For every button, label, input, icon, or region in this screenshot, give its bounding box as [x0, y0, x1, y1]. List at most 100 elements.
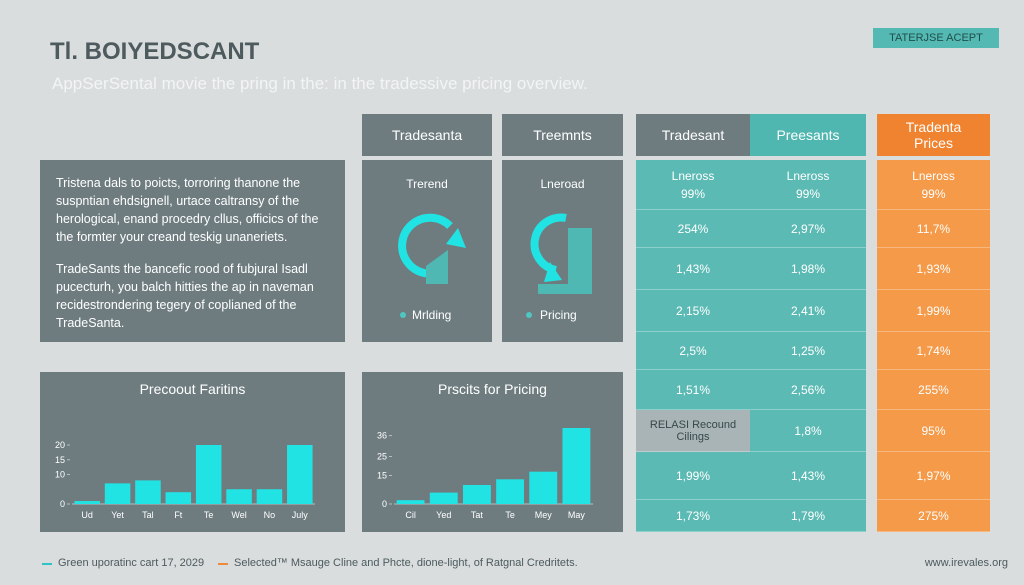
bar [287, 445, 313, 504]
cell-value: 2,5% [679, 343, 707, 358]
y-tick-label: 0 [382, 499, 387, 509]
row-label: Lneross [912, 168, 955, 183]
row-label: Lneross [786, 168, 830, 183]
table-column [750, 160, 866, 532]
y-tick-label: 36 [377, 431, 387, 441]
page-title: Tl. BOIYEDSCANT [50, 38, 260, 65]
table-cell: 1,51% [636, 370, 750, 410]
footer-link[interactable]: www.irevales.org [924, 557, 1008, 569]
table-column [636, 160, 750, 532]
legend-text: Mrlding [412, 308, 452, 322]
x-tick-label: Cil [405, 510, 416, 520]
cell-value: 2,15% [675, 303, 711, 318]
bar [396, 500, 425, 504]
x-tick-label: Yed [436, 510, 451, 520]
cell-value: 1,79% [790, 508, 826, 523]
y-tick-label: 15 [55, 455, 65, 465]
icon-block [568, 228, 592, 294]
cell-value: RELASI Recound Cilings [649, 418, 737, 443]
x-tick-label: Te [204, 510, 214, 520]
table-cell: 2,97% [750, 210, 866, 248]
table-cell: 1,74% [877, 332, 990, 370]
table-cell: 2,41% [750, 290, 866, 332]
accept-button[interactable]: TATERJSE ACEPT [873, 28, 999, 48]
intro-paragraph: Tristena dals to poicts, torroring thano… [56, 176, 319, 244]
cell-value: 1,98% [790, 261, 826, 276]
bar [74, 501, 100, 504]
cell-value: 99% [795, 186, 821, 201]
panel-header: Treemnts [502, 114, 623, 156]
table-cell: 1,79% [750, 500, 866, 532]
icon-arrow [446, 228, 466, 248]
bar [135, 480, 161, 504]
chart-panel: Prscits for Pricing 0 15 25 36 Cil Yed Tat Te Mey… [362, 372, 623, 532]
table-cell: 2,56% [750, 370, 866, 410]
chart-title: Precoout Faritins [140, 381, 246, 397]
cell-value: 275% [918, 508, 949, 523]
x-tick-label: May [568, 510, 586, 520]
y-tick-label: 20 [55, 440, 65, 450]
table-cell: 2,15% [636, 290, 750, 332]
y-tick-label: 0 [60, 499, 65, 509]
table-cell: Lneross 99% [877, 160, 990, 210]
y-tick-label: 10 [55, 470, 65, 480]
icon-arc [530, 213, 567, 274]
cell-value: 2,41% [790, 303, 826, 318]
x-tick-label: Yet [111, 510, 124, 520]
cycle-icon [530, 213, 592, 294]
table-cell: 1,93% [877, 248, 990, 290]
table-cell: Lneross 99% [750, 160, 866, 210]
cell-value: 99% [921, 186, 946, 201]
legend-swatch [42, 563, 52, 565]
table-header: Tradenta Prices [877, 114, 990, 156]
legend-dot [400, 312, 406, 318]
y-tick-label: 25 [377, 452, 387, 462]
x-tick-label: No [264, 510, 276, 520]
table-header: Tradesant [636, 114, 750, 156]
bar-chart: Prscits for Pricing 0 15 25 36 Cil Yed Tat Te Mey… [377, 381, 593, 520]
cell-value: 1,99% [675, 468, 711, 483]
cell-value: 11,7% [916, 221, 951, 236]
x-tick-label: Te [505, 510, 515, 520]
bar [529, 471, 558, 504]
cell-value: 1,25% [790, 343, 826, 358]
cell-value: 2,56% [790, 382, 826, 397]
table-cell: 275% [877, 500, 990, 532]
cell-value: 1,43% [790, 468, 826, 483]
trend-panel: Trerend Mrlding [362, 160, 492, 342]
table-cell: 1,97% [877, 452, 990, 500]
x-tick-label: Mey [535, 510, 553, 520]
cell-value: 1,73% [675, 508, 711, 523]
cell-value: 1,99% [916, 303, 951, 318]
table-column [877, 160, 990, 532]
cycle-icon [398, 213, 466, 284]
bar [226, 489, 252, 504]
table-cell: 1,43% [750, 452, 866, 500]
panel-label: Lneroad [540, 177, 585, 191]
legend-text: Selected™ Msauge Cline and Phcte, dione-… [234, 557, 578, 569]
cell-value: 1,43% [675, 261, 711, 276]
table-cell: 255% [877, 370, 990, 410]
panel-label: Trerend [406, 177, 448, 191]
bar [165, 492, 192, 504]
icon-block [426, 250, 448, 284]
icon-block [538, 284, 568, 294]
bar [562, 428, 591, 504]
cell-value: 95% [921, 423, 946, 438]
table-cell: RELASI Recound Cilings [636, 410, 750, 452]
cell-value: 1,51% [675, 382, 711, 397]
x-tick-label: Wel [231, 510, 246, 520]
panel-header: Tradesanta [362, 114, 492, 156]
cell-value: 254% [677, 221, 709, 236]
subtitle: AppSerSental movie the pring in the: in … [52, 74, 588, 93]
cell-value: 1,8% [794, 423, 822, 438]
chart-panel: Precoout Faritins 0 10 15 20 Ud Yet Tal Ft Te Wel N… [40, 372, 345, 532]
bar [104, 483, 131, 504]
table-cell: 1,98% [750, 248, 866, 290]
x-tick-label: Tal [142, 510, 154, 520]
x-tick-label: Ud [81, 510, 93, 520]
bar [496, 479, 525, 504]
cell-value: 2,97% [790, 221, 826, 236]
cell-value: 1,97% [916, 468, 951, 483]
